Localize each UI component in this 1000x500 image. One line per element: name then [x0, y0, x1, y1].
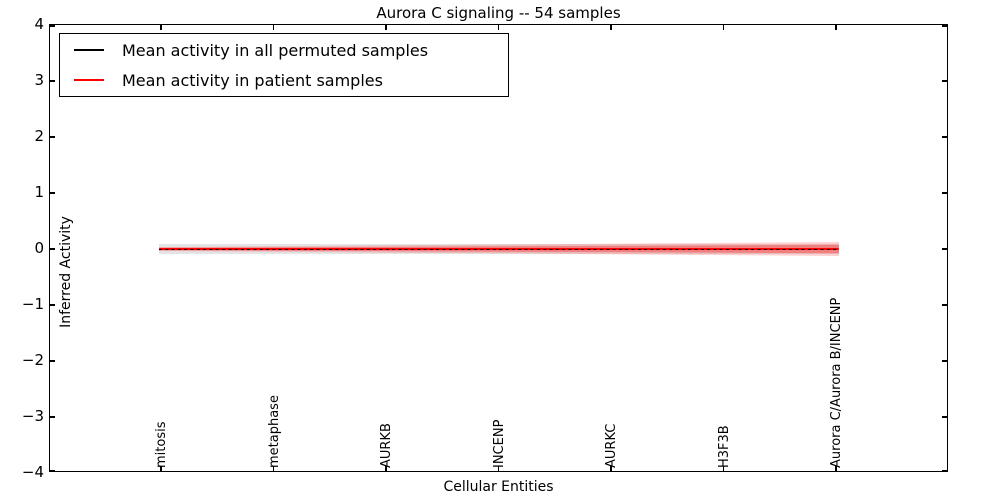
y-tick-left — [50, 360, 55, 362]
y-tick-left — [50, 248, 55, 250]
y-tick-left — [50, 416, 55, 418]
x-tick-bottom — [160, 466, 162, 471]
legend: Mean activity in all permuted samples Mea… — [59, 33, 509, 97]
legend-line-sample — [74, 79, 104, 81]
legend-label: Mean activity in all permuted samples — [122, 40, 429, 60]
ytick-label: −4 — [21, 463, 44, 481]
y-tick-left — [50, 192, 55, 194]
ytick-label: 2 — [34, 127, 44, 145]
x-tick-top — [385, 25, 387, 30]
y-tick-left — [50, 25, 55, 27]
y-tick-left — [50, 136, 55, 138]
x-tick-top — [272, 25, 275, 30]
ytick-label: 0 — [34, 239, 44, 257]
x-tick-bottom — [385, 466, 387, 471]
legend-line-sample — [74, 49, 104, 51]
y-tick-right — [942, 360, 947, 362]
xtick-label: AURKC — [604, 423, 619, 468]
y-tick-right — [942, 80, 947, 82]
y-tick-right — [942, 192, 947, 194]
y-tick-left — [50, 304, 55, 306]
xtick-label: mitosis — [154, 421, 169, 468]
y-tick-right — [942, 304, 947, 306]
x-tick-bottom — [272, 466, 275, 471]
ytick-label: −3 — [21, 407, 44, 425]
y-tick-right — [942, 248, 947, 250]
x-tick-top — [835, 25, 837, 30]
x-tick-bottom — [722, 466, 725, 471]
legend-entry: Mean activity in all permuted samples — [60, 37, 508, 63]
x-axis-title: Cellular Entities — [443, 479, 554, 495]
chart-title: Aurora C signaling -- 54 samples — [376, 4, 621, 22]
x-tick-top — [497, 25, 500, 30]
xtick-label: AURKB — [379, 423, 394, 468]
xtick-label: metaphase — [266, 395, 282, 468]
ytick-label: 1 — [34, 183, 44, 201]
x-tick-top — [160, 25, 162, 30]
ytick-label: −2 — [21, 351, 44, 369]
y-tick-left — [50, 80, 55, 82]
x-tick-top — [722, 25, 725, 30]
y-tick-right — [942, 136, 947, 138]
plot-area: mitosis metaphase AURKB INCENP AURKC H3F3B Aur… — [49, 24, 948, 472]
ytick-label: 4 — [34, 15, 44, 33]
permuted-mean-line — [159, 248, 839, 251]
y-tick-left — [50, 470, 55, 472]
ytick-label: −1 — [21, 295, 44, 313]
x-tick-bottom — [497, 466, 500, 471]
xtick-label: H3F3B — [716, 425, 732, 468]
x-tick-bottom — [835, 466, 837, 471]
y-tick-right — [942, 470, 947, 472]
ytick-label: 3 — [34, 71, 44, 89]
x-tick-bottom — [610, 466, 612, 471]
y-axis-title: Inferred Activity — [58, 216, 74, 328]
y-tick-right — [942, 416, 947, 418]
legend-entry: Mean activity in patient samples — [60, 67, 508, 93]
y-tick-right — [942, 25, 947, 27]
xtick-label: INCENP — [491, 419, 507, 468]
legend-label: Mean activity in patient samples — [122, 70, 383, 90]
xtick-label: Aurora C/Aurora B/INCENP — [829, 297, 844, 468]
x-tick-top — [610, 25, 612, 30]
